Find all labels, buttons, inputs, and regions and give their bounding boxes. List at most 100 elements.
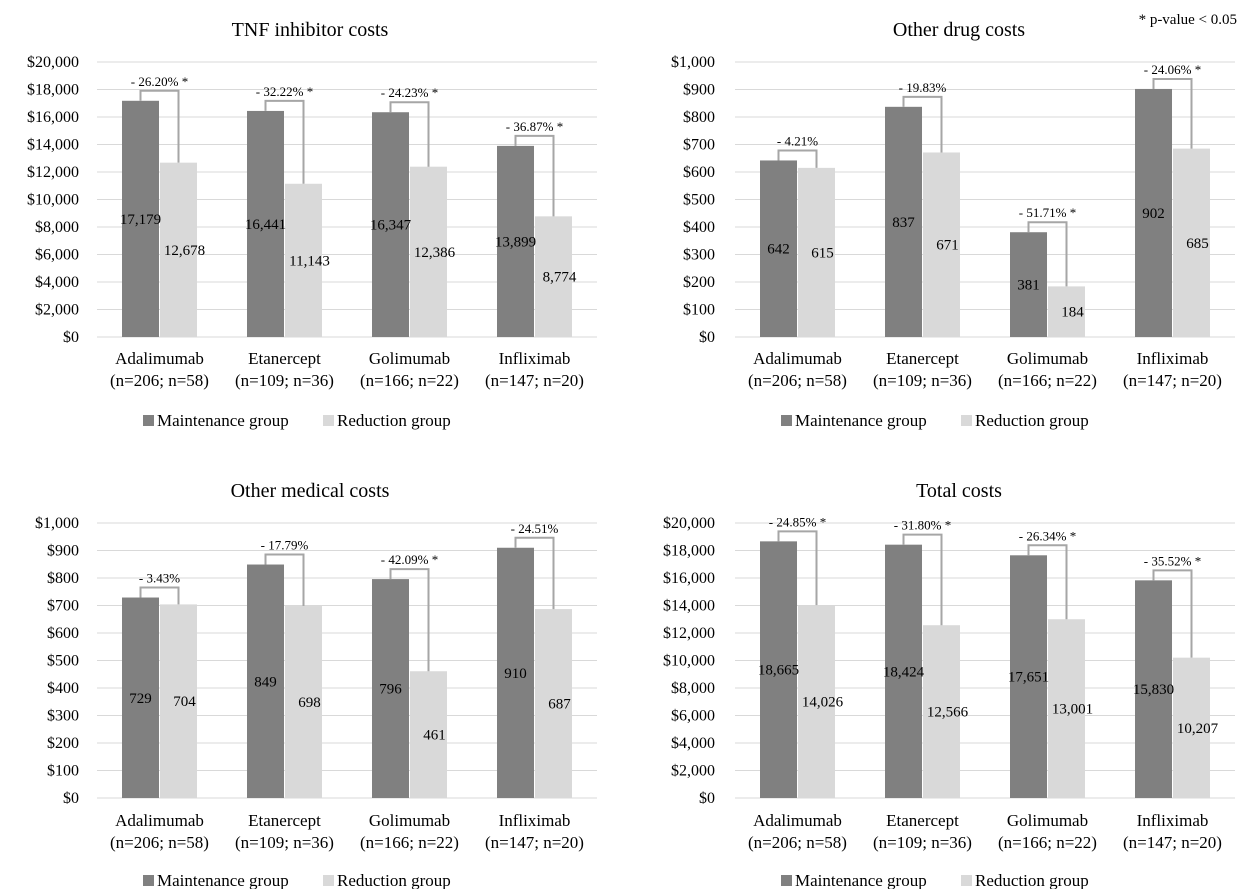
x-tick-sublabel: (n=206; n=58) (110, 371, 209, 390)
data-label-maintenance: 17,179 (120, 212, 161, 228)
change-label: - 32.22% * (256, 84, 313, 99)
data-label-reduction: 461 (423, 728, 446, 744)
x-tick-label: Adalimumab (753, 811, 842, 830)
data-label-reduction: 184 (1061, 305, 1084, 321)
y-tick-label: $16,000 (27, 109, 79, 126)
data-label-maintenance: 849 (254, 674, 277, 690)
legend-swatch-reduction (323, 875, 334, 886)
bar-reduction (160, 604, 197, 798)
bar-maintenance (1135, 88, 1172, 337)
y-tick-label: $300 (47, 708, 79, 725)
y-tick-label: $1,000 (671, 54, 715, 71)
significance-footnote: * p-value < 0.05 (1139, 12, 1237, 28)
data-label-maintenance: 18,424 (883, 664, 925, 680)
bar-reduction (410, 671, 447, 798)
change-label: - 51.71% * (1019, 205, 1076, 220)
change-bracket (1027, 544, 1068, 620)
change-label: - 3.43% (139, 571, 180, 586)
x-tick-sublabel: (n=166; n=22) (998, 371, 1097, 390)
change-bracket (1027, 221, 1068, 287)
y-tick-label: $6,000 (35, 247, 79, 264)
x-tick-sublabel: (n=109; n=36) (235, 371, 334, 390)
y-tick-label: $8,000 (671, 680, 715, 697)
change-label: - 35.52% * (1144, 553, 1201, 568)
x-tick-sublabel: (n=147; n=20) (1123, 371, 1222, 390)
x-tick-label: Etanercept (248, 811, 321, 830)
x-tick-label: Adalimumab (115, 811, 204, 830)
y-tick-label: $0 (699, 790, 715, 807)
change-bracket (264, 553, 305, 607)
y-tick-label: $700 (683, 137, 715, 154)
x-tick-sublabel: (n=206; n=58) (110, 833, 209, 852)
y-tick-label: $600 (683, 164, 715, 181)
y-tick-label: $18,000 (27, 82, 79, 99)
bar-reduction (535, 609, 572, 798)
bar-reduction (285, 606, 322, 798)
bar-maintenance (1135, 580, 1172, 798)
data-label-reduction: 615 (811, 245, 834, 261)
y-tick-label: $900 (683, 82, 715, 99)
data-label-reduction: 12,566 (927, 705, 969, 721)
data-label-maintenance: 729 (129, 691, 152, 707)
change-label: - 4.21% (777, 133, 818, 148)
x-tick-label: Infliximab (499, 349, 571, 368)
data-label-maintenance: 910 (504, 666, 527, 682)
data-label-maintenance: 381 (1017, 278, 1040, 294)
legend-swatch-reduction (323, 415, 334, 426)
bar-maintenance (1010, 555, 1047, 798)
y-tick-label: $18,000 (663, 543, 715, 560)
x-tick-label: Golimumab (369, 811, 450, 830)
bar-reduction (1173, 148, 1210, 337)
bar-maintenance (760, 541, 797, 798)
legend-swatch-maintenance (143, 415, 154, 426)
x-tick-label: Golimumab (369, 349, 450, 368)
y-tick-label: $20,000 (663, 515, 715, 532)
x-tick-sublabel: (n=166; n=22) (998, 833, 1097, 852)
change-bracket (902, 95, 943, 153)
legend-label-maintenance: Maintenance group (795, 411, 927, 430)
bar-maintenance (247, 564, 284, 798)
legend-label-maintenance: Maintenance group (157, 411, 289, 430)
change-label: - 36.87% * (506, 119, 563, 134)
bar-maintenance (122, 597, 159, 798)
x-tick-sublabel: (n=206; n=58) (748, 371, 847, 390)
legend-swatch-reduction (961, 875, 972, 886)
x-tick-label: Etanercept (886, 349, 959, 368)
bar-maintenance (372, 579, 409, 798)
bar-maintenance (497, 547, 534, 798)
bar-reduction (285, 183, 322, 337)
data-label-maintenance: 837 (892, 215, 915, 231)
bar-reduction (535, 216, 572, 337)
bar-maintenance (885, 544, 922, 798)
change-label: - 24.06% * (1144, 62, 1201, 77)
bar-reduction (798, 605, 835, 798)
x-tick-label: Etanercept (886, 811, 959, 830)
y-tick-label: $500 (47, 653, 79, 670)
data-label-reduction: 671 (936, 238, 959, 254)
x-tick-sublabel: (n=147; n=20) (1123, 833, 1222, 852)
bar-reduction (923, 625, 960, 798)
data-label-reduction: 687 (548, 697, 571, 713)
x-tick-label: Adalimumab (753, 349, 842, 368)
y-tick-label: $10,000 (27, 192, 79, 209)
y-tick-label: $200 (683, 274, 715, 291)
y-tick-label: $900 (47, 543, 79, 560)
data-label-maintenance: 902 (1142, 206, 1165, 222)
change-label: - 26.20% * (131, 74, 188, 89)
x-tick-label: Infliximab (499, 811, 571, 830)
x-tick-sublabel: (n=206; n=58) (748, 833, 847, 852)
x-tick-label: Infliximab (1137, 349, 1209, 368)
chart-title: Total costs (916, 480, 1002, 502)
y-tick-label: $0 (63, 329, 79, 346)
legend-label-reduction: Reduction group (337, 871, 451, 889)
y-tick-label: $600 (47, 625, 79, 642)
y-tick-label: $300 (683, 247, 715, 264)
x-tick-label: Golimumab (1007, 349, 1088, 368)
legend-swatch-maintenance (143, 875, 154, 886)
legend-swatch-maintenance (781, 415, 792, 426)
data-label-maintenance: 796 (379, 682, 402, 698)
y-tick-label: $6,000 (671, 708, 715, 725)
data-label-reduction: 12,386 (414, 245, 456, 261)
y-tick-label: $12,000 (663, 625, 715, 642)
y-tick-label: $14,000 (27, 137, 79, 154)
